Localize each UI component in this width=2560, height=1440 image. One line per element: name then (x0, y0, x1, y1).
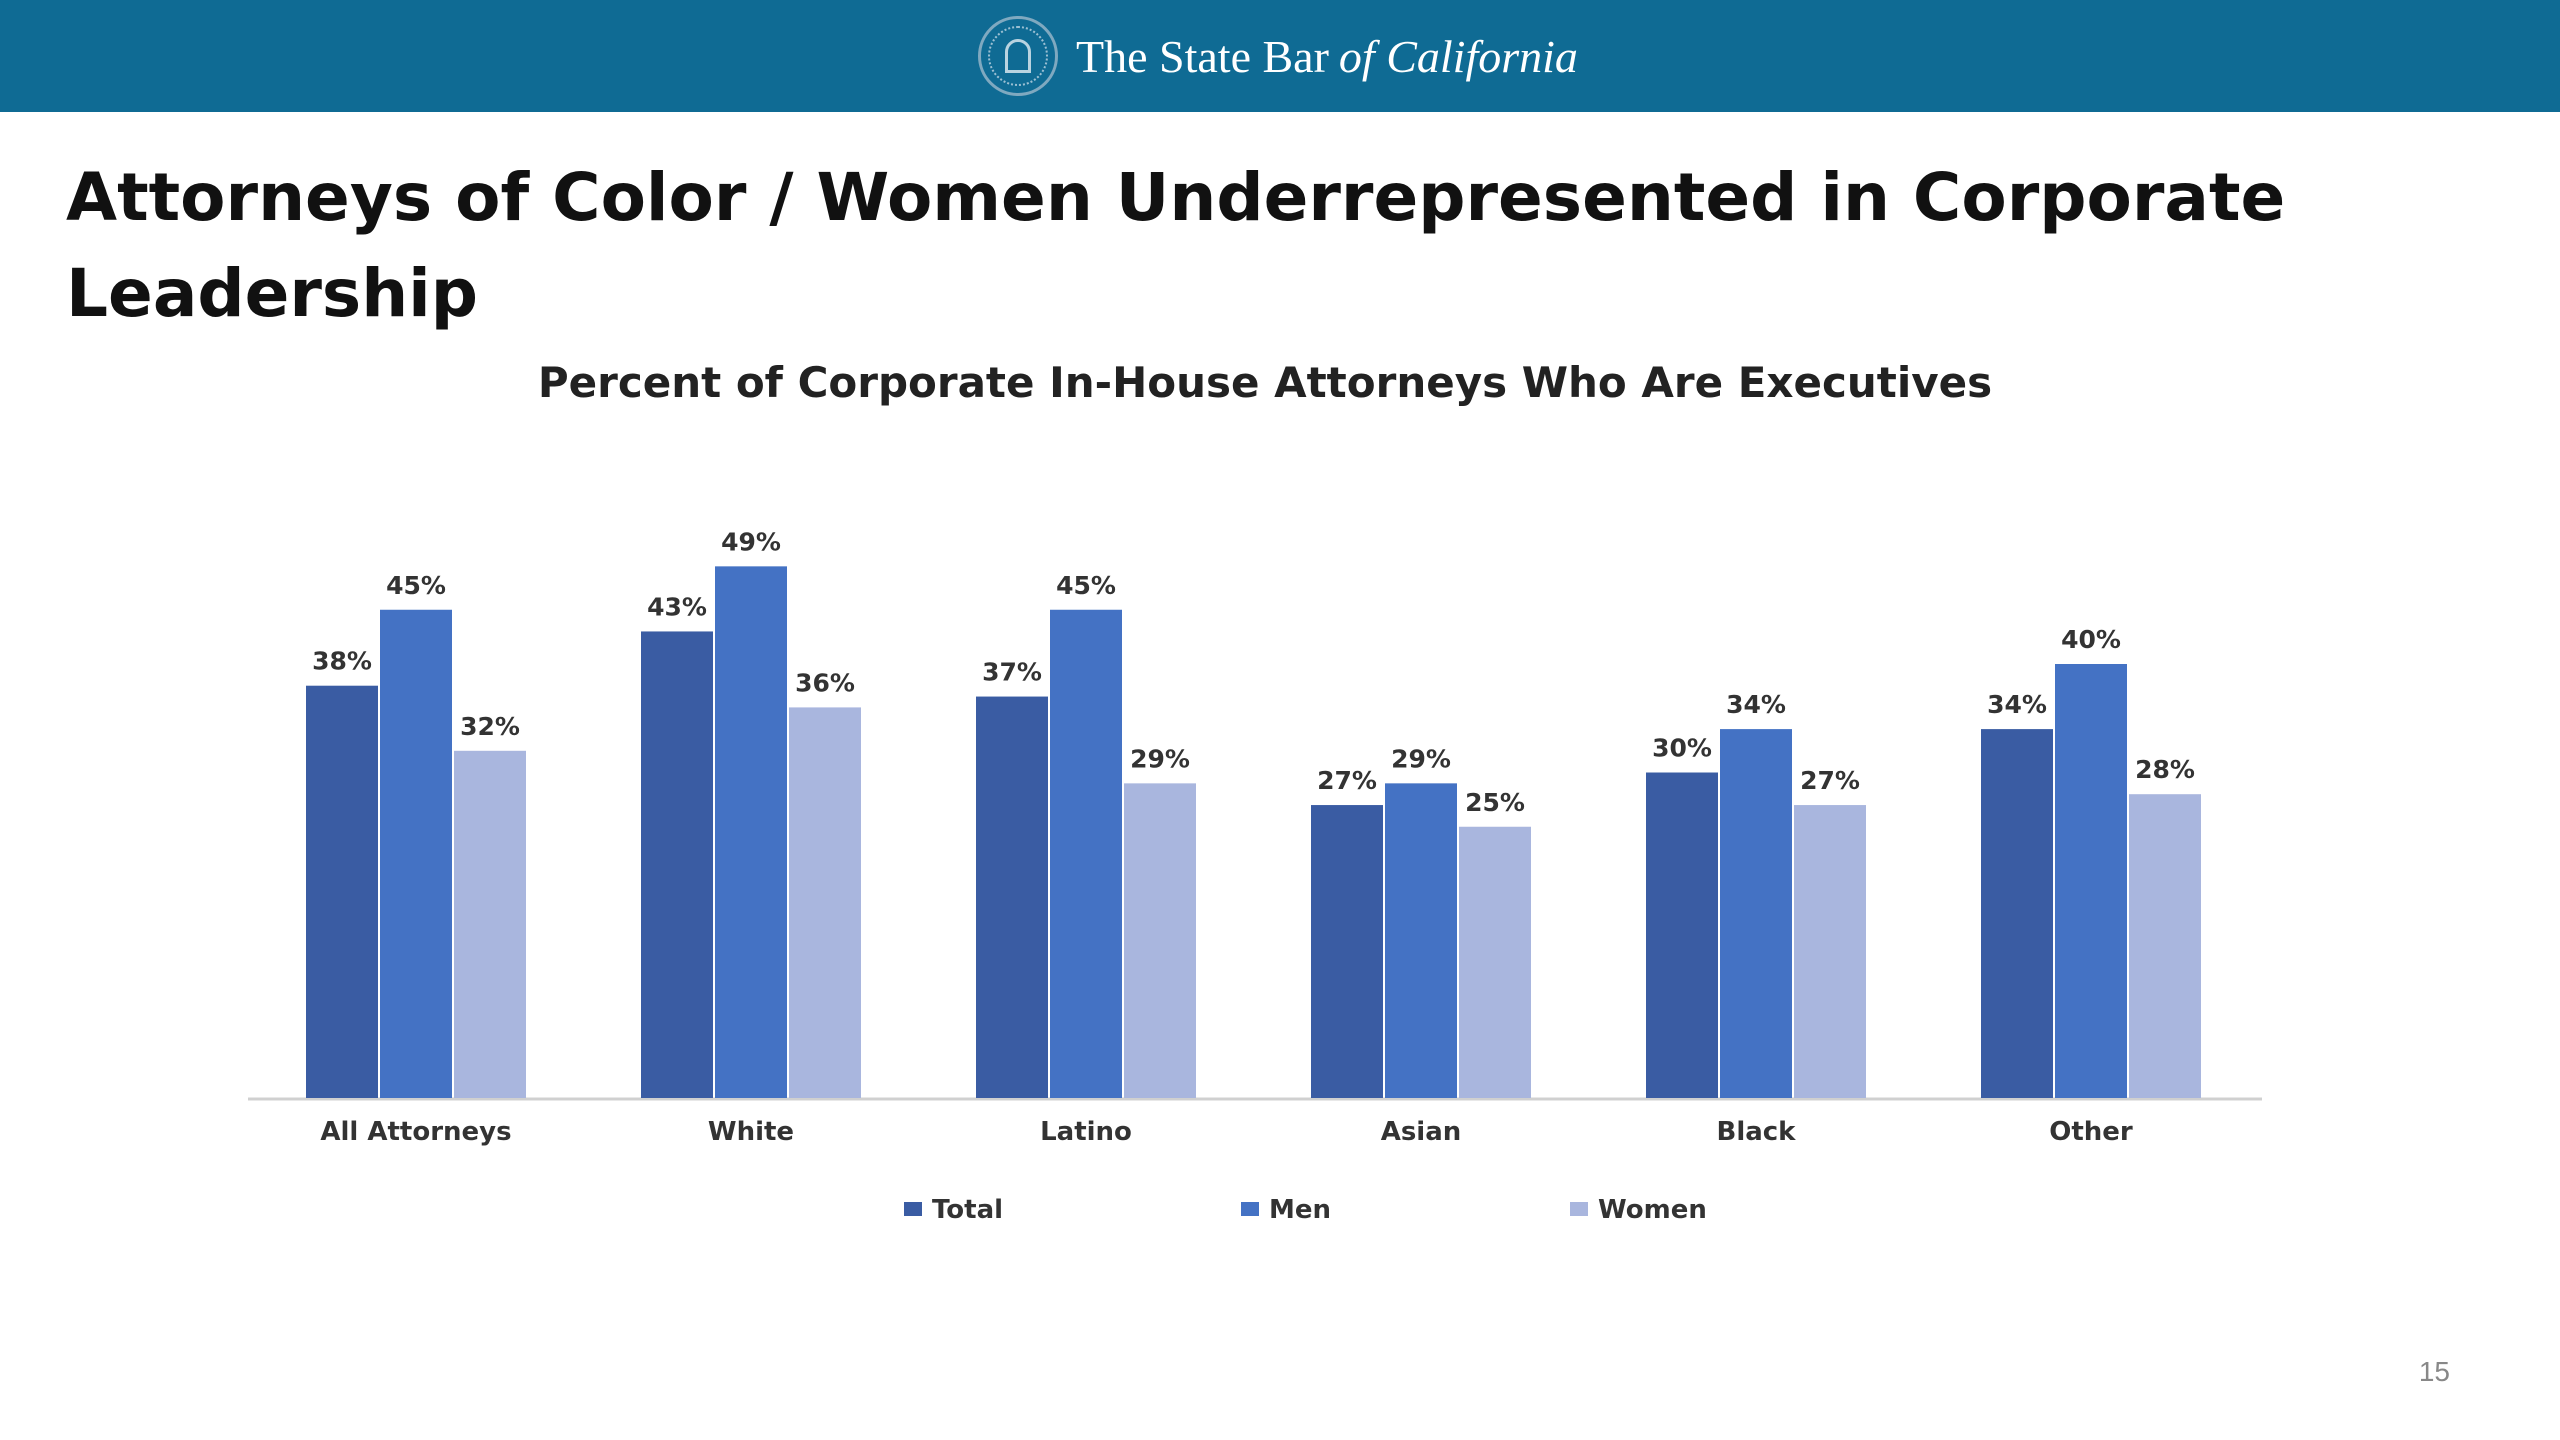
bars-group (306, 566, 2201, 1098)
data-label-other-men: 40% (2061, 625, 2121, 654)
legend: Total Men Women (904, 1195, 1707, 1225)
data-label-asian-women: 25% (1465, 788, 1525, 817)
data-label-asian-men: 29% (1391, 744, 1451, 773)
bar-all-attorneys-women (454, 750, 526, 1098)
chart-title: Percent of Corporate In-House Attorneys … (537, 358, 1993, 407)
bar-latino-men (1050, 609, 1122, 1098)
bar-asian-total (1311, 805, 1383, 1098)
data-label-latino-women: 29% (1130, 744, 1190, 773)
category-label-black: Black (1717, 1117, 1797, 1147)
data-label-asian-total: 27% (1317, 766, 1377, 795)
bar-latino-women (1124, 783, 1196, 1098)
bar-black-total (1646, 772, 1718, 1098)
legend-label-women: Women (1598, 1195, 1707, 1225)
data-label-black-women: 27% (1800, 766, 1860, 795)
legend-swatch-men (1241, 1202, 1259, 1216)
bar-white-women (789, 707, 861, 1098)
bar-all-attorneys-men (380, 609, 452, 1098)
bar-asian-women (1459, 826, 1531, 1098)
data-label-other-total: 34% (1987, 690, 2047, 719)
category-label-white: White (708, 1117, 794, 1147)
bar-other-total (1981, 729, 2053, 1098)
data-label-white-total: 43% (647, 592, 707, 621)
category-label-latino: Latino (1040, 1117, 1132, 1147)
labels-group: 38% 45% 32% All Attorneys 43% 49% 36% White 37% 4… (312, 527, 2195, 1147)
data-label-all-attorneys-women: 32% (460, 712, 520, 741)
category-label-all-attorneys: All Attorneys (320, 1117, 511, 1147)
bar-all-attorneys-total (306, 685, 378, 1098)
bar-latino-total (976, 696, 1048, 1098)
data-label-all-attorneys-men: 45% (386, 571, 446, 600)
bar-other-men (2055, 664, 2127, 1098)
brand-suffix: of California (1338, 30, 1578, 82)
bar-black-women (1794, 805, 1866, 1098)
category-label-asian: Asian (1381, 1117, 1462, 1147)
data-label-white-men: 49% (721, 527, 781, 556)
data-label-white-women: 36% (795, 668, 855, 697)
brand-logo: The State Bar of California (978, 12, 1578, 100)
legend-label-total: Total (932, 1195, 1003, 1225)
data-label-all-attorneys-total: 38% (312, 647, 372, 676)
bar-white-men (715, 566, 787, 1098)
data-label-other-women: 28% (2135, 755, 2195, 784)
data-label-latino-men: 45% (1056, 571, 1116, 600)
legend-label-men: Men (1269, 1195, 1331, 1225)
bar-black-men (1720, 729, 1792, 1098)
legend-swatch-women (1570, 1202, 1588, 1216)
data-label-black-men: 34% (1726, 690, 1786, 719)
header-bar: The State Bar of California (0, 0, 2560, 112)
data-label-latino-total: 37% (982, 658, 1042, 687)
legend-swatch-total (904, 1202, 922, 1216)
brand-name: The State Bar (1076, 30, 1329, 82)
category-label-other: Other (2049, 1117, 2133, 1147)
data-label-black-total: 30% (1652, 734, 1712, 763)
bar-asian-men (1385, 783, 1457, 1098)
page-number: 15 (2418, 1356, 2450, 1387)
bar-white-total (641, 631, 713, 1098)
state-bar-seal-icon (978, 16, 1058, 96)
bar-other-women (2129, 794, 2201, 1098)
slide-title: Attorneys of Color / Women Underrepresen… (66, 159, 2286, 332)
